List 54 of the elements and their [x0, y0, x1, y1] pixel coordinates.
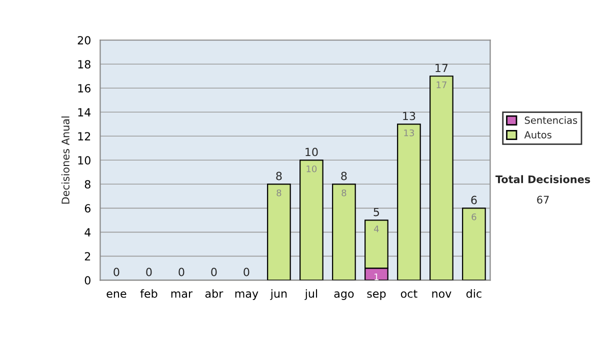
x-tick-label: ene [106, 291, 126, 298]
total-label: 0 [114, 268, 120, 276]
bar [397, 124, 421, 280]
total-label: 8 [341, 172, 347, 180]
x-tick-label: sep [367, 291, 386, 300]
data-label: 4 [374, 226, 379, 232]
bar [462, 208, 486, 280]
total-label: 0 [146, 268, 152, 276]
data-label: 8 [276, 189, 282, 196]
x-tick-label: dic [466, 289, 482, 298]
x-tick-label: oct [400, 290, 418, 298]
y-tick-label: 16 [78, 84, 90, 93]
x-tick-label: ago [334, 291, 354, 300]
y-tick-label: 2 [84, 252, 90, 260]
text: Total Decisiones [495, 175, 590, 184]
total-label: 13 [403, 112, 416, 120]
y-tick-label: 0 [84, 276, 90, 285]
y-tick-label: 4 [84, 228, 91, 236]
total-label: 17 [436, 64, 448, 72]
bar [332, 184, 356, 280]
x-tick-label: jun [270, 289, 287, 300]
data-label: 1 [374, 274, 378, 280]
x-tick-label: jul [304, 289, 318, 300]
data-label: 10 [306, 165, 317, 172]
total-label: 5 [374, 208, 380, 216]
total-label: 0 [211, 268, 217, 276]
x-tick-label: nov [432, 291, 452, 298]
bar [267, 184, 291, 280]
bar [430, 76, 454, 280]
y-tick-label: 10 [78, 156, 90, 165]
legend-label: Autos [524, 131, 552, 138]
total-label: 6 [471, 196, 477, 204]
y-axis-title: Decisiones Anual [61, 116, 70, 204]
y-tick-label: 8 [84, 180, 90, 189]
data-label: 6 [472, 213, 476, 220]
text: 67 [537, 196, 549, 204]
total-label: 0 [244, 268, 250, 276]
x-tick-label: mar [171, 291, 193, 298]
data-label: 17 [436, 82, 446, 88]
total-label: 8 [276, 172, 282, 180]
total-label: 0 [178, 268, 184, 276]
legend-label: Sentencias [524, 116, 578, 124]
y-tick-label: 6 [84, 204, 90, 213]
x-tick-label: abr [205, 289, 224, 298]
y-tick-label: 12 [78, 132, 90, 140]
x-tick-label: feb [140, 289, 158, 298]
data-label: 8 [342, 189, 346, 196]
y-tick-label: 20 [78, 36, 90, 44]
x-tick-label: may [235, 291, 258, 300]
data-label: 13 [404, 129, 414, 136]
total-label: 10 [306, 148, 318, 156]
y-tick-label: 14 [78, 108, 91, 116]
bar [300, 160, 324, 280]
y-tick-label: 18 [78, 60, 90, 69]
